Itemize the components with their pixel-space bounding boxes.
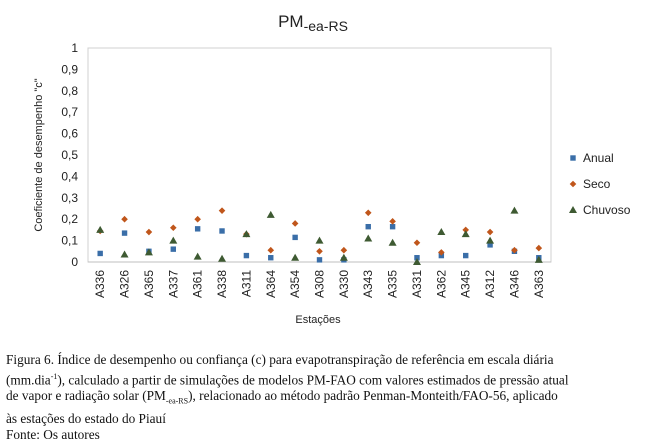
x-tick-label: A336 <box>93 270 107 298</box>
legend-marker-seco <box>569 180 577 188</box>
point-anual <box>268 255 274 261</box>
x-tick-label: A308 <box>313 270 327 298</box>
x-tick-label: A343 <box>361 270 375 298</box>
x-tick-label: A326 <box>118 270 132 298</box>
y-tick-label: 0,1 <box>61 234 78 248</box>
point-chuvoso <box>193 252 202 260</box>
y-tick-label: 0,2 <box>61 212 78 226</box>
chart-svg: PM-ea-RS 0 0,1 0,2 0,3 0,4 0,5 0,6 0,7 0,8 0,9 1 A… <box>33 12 631 326</box>
point-seco <box>340 246 348 254</box>
point-chuvoso <box>144 248 153 256</box>
x-tick-label: A362 <box>434 270 448 298</box>
point-chuvoso <box>534 255 543 263</box>
x-tick-label: A361 <box>191 270 205 298</box>
point-chuvoso <box>266 210 275 218</box>
y-axis: 0 0,1 0,2 0,3 0,4 0,5 0,6 0,7 0,8 0,9 1 <box>61 41 78 269</box>
point-anual <box>243 252 250 259</box>
point-seco <box>267 246 275 254</box>
y-tick-label: 0,6 <box>61 127 78 141</box>
point-chuvoso <box>242 230 251 238</box>
point-seco <box>121 215 128 223</box>
legend-label-seco: Seco <box>583 177 611 191</box>
x-tick-label: A331 <box>410 270 424 298</box>
x-tick-label: A346 <box>507 270 521 298</box>
point-anual <box>389 223 396 230</box>
x-tick-label: A363 <box>532 270 546 298</box>
figure-caption: Figura 6. Índice de desempenho ou confia… <box>6 352 652 444</box>
x-axis-label: Estações <box>295 314 341 326</box>
point-chuvoso <box>510 206 519 214</box>
point-anual <box>292 234 298 241</box>
point-chuvoso <box>339 253 348 261</box>
point-anual <box>170 246 176 252</box>
data-marks <box>96 206 543 265</box>
legend-marker-chuvoso <box>569 206 577 213</box>
x-tick-label: A312 <box>483 270 497 298</box>
point-anual <box>121 230 128 236</box>
point-seco <box>364 209 372 217</box>
legend: Anual Seco Chuvoso <box>569 151 631 217</box>
y-tick-label: 0,4 <box>61 169 78 183</box>
point-chuvoso <box>437 228 446 236</box>
y-tick-label: 0,8 <box>61 84 78 98</box>
point-chuvoso <box>364 234 373 242</box>
caption-source: Fonte: Os autores <box>6 427 100 443</box>
point-seco <box>486 228 494 236</box>
point-chuvoso <box>461 230 470 238</box>
x-tick-label: A330 <box>337 270 351 298</box>
point-anual <box>194 226 201 232</box>
chart-area: PM-ea-RS 0 0,1 0,2 0,3 0,4 0,5 0,6 0,7 0,8 0,9 1 A… <box>33 12 631 326</box>
point-seco <box>389 218 396 225</box>
legend-marker-anual <box>570 155 576 161</box>
x-tick-label: A338 <box>215 270 229 298</box>
point-chuvoso <box>315 236 324 244</box>
point-anual <box>97 250 103 257</box>
point-seco <box>438 249 445 256</box>
point-seco <box>218 207 226 214</box>
point-chuvoso <box>412 258 421 265</box>
x-tick-label: A365 <box>142 270 156 298</box>
point-anual <box>487 242 493 248</box>
x-tick-label: A364 <box>264 270 278 298</box>
x-tick-label: A335 <box>386 270 400 298</box>
y-tick-label: 0,9 <box>61 62 78 76</box>
plot-border <box>87 47 552 263</box>
x-tick-label: A345 <box>459 270 473 298</box>
point-seco <box>169 224 177 232</box>
caption-text: Figura 6. Índice de desempenho ou confia… <box>6 352 569 426</box>
point-seco <box>511 246 518 254</box>
point-anual <box>414 255 420 261</box>
y-axis-label: Coeficiente de desempenho "c" <box>33 78 45 231</box>
x-tick-label: A311 <box>239 270 253 297</box>
point-chuvoso <box>291 253 300 261</box>
point-chuvoso <box>120 250 129 258</box>
legend-label-anual: Anual <box>583 151 614 165</box>
point-chuvoso <box>169 236 178 244</box>
point-seco <box>291 220 299 227</box>
point-chuvoso <box>218 254 227 262</box>
point-seco <box>535 244 543 252</box>
point-chuvoso <box>96 225 105 233</box>
point-anual <box>365 223 371 230</box>
point-anual <box>463 252 469 259</box>
point-anual <box>219 228 225 234</box>
point-seco <box>316 248 323 255</box>
y-tick-label: 0,5 <box>61 148 78 162</box>
point-chuvoso <box>388 238 397 246</box>
x-axis: A336 A326 A365 A337 A361 A338 A311 A364 A354 A308… <box>93 270 546 298</box>
point-chuvoso <box>486 236 495 244</box>
point-seco <box>462 226 470 234</box>
y-tick-label: 0,7 <box>61 105 78 119</box>
chart-title: PM-ea-RS <box>278 12 348 34</box>
x-tick-label: A337 <box>166 270 180 298</box>
point-seco <box>194 215 201 223</box>
y-tick-label: 0,3 <box>61 191 78 205</box>
point-anual <box>316 257 323 263</box>
x-tick-label: A354 <box>288 270 302 298</box>
point-seco <box>145 228 153 236</box>
y-tick-label: 1 <box>71 41 78 55</box>
point-seco <box>413 239 421 247</box>
legend-label-chuvoso: Chuvoso <box>583 203 631 217</box>
y-tick-label: 0 <box>71 255 78 269</box>
